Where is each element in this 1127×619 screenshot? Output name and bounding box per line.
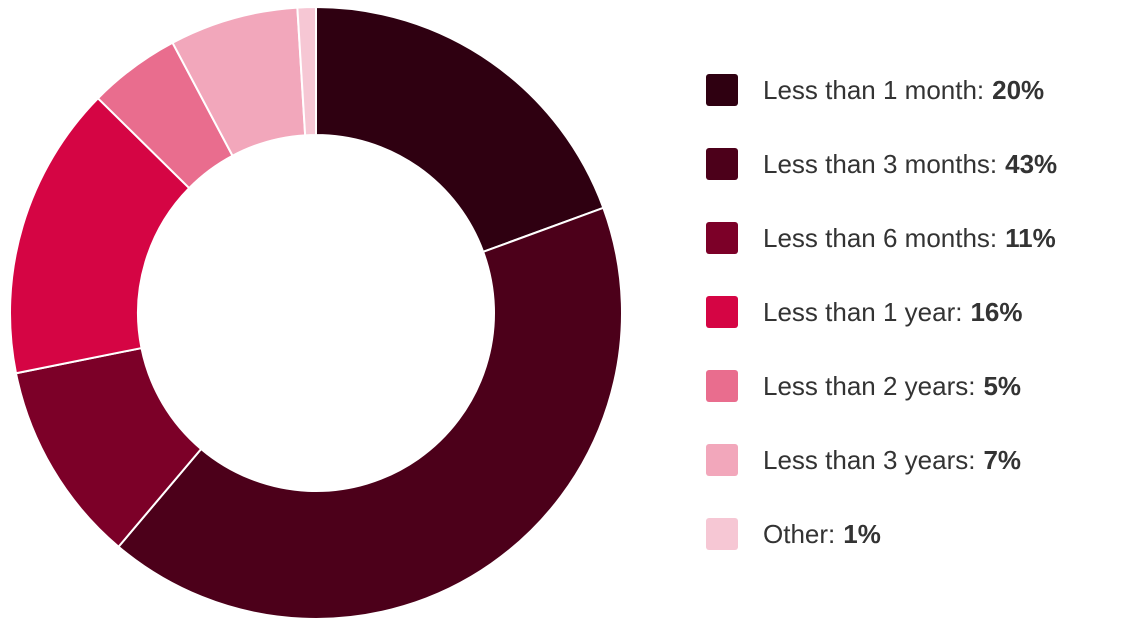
legend-label-less-than-3-months: Less than 3 months: [763,148,998,179]
legend-label-other: Other: [763,518,836,549]
legend-label-less-than-6-months: Less than 6 months: [763,222,998,253]
legend-label-less-than-3-years: Less than 3 years: [763,444,976,475]
legend-value-other: 1% [843,518,881,549]
legend-value-less-than-1-month: 20% [992,74,1045,105]
legend-item-less-than-3-years: Less than 3 years: 7% [706,442,1127,478]
legend-swatch-less-than-1-month [706,74,738,106]
legend-item-less-than-6-months: Less than 6 months: 11% [706,220,1127,256]
legend-value-less-than-1-year: 16% [970,296,1023,327]
legend-item-less-than-3-months: Less than 3 months: 43% [706,146,1127,182]
legend-swatch-less-than-6-months [706,222,738,254]
legend-item-less-than-2-years: Less than 2 years: 5% [706,368,1127,404]
legend-value-less-than-6-months: 11% [1005,222,1056,253]
legend-swatch-less-than-2-years [706,370,738,402]
legend-item-other: Other: 1% [706,516,1127,552]
donut-slice-less-than-1-year [9,96,191,375]
legend-swatch-less-than-3-years [706,444,738,476]
donut-slice-less-than-1-month [315,5,605,254]
legend-item-less-than-1-year: Less than 1 year: 16% [706,294,1127,330]
legend-swatch-less-than-1-year [706,296,738,328]
legend-value-less-than-3-years: 7% [983,444,1022,475]
legend-item-less-than-1-month: Less than 1 month: 20% [706,72,1127,108]
chart-legend: Less than 1 month: 20% Less than 3 month… [706,72,1127,590]
legend-swatch-less-than-3-months [706,148,738,180]
donut-slice-other [296,5,317,137]
legend-value-less-than-3-months: 43% [1005,148,1058,179]
donut-slice-less-than-3-months [117,206,623,619]
legend-value-less-than-2-years: 5% [983,370,1022,401]
donut-chart [9,5,623,619]
legend-label-less-than-1-month: Less than 1 month: [763,74,985,105]
legend-swatch-other [706,518,738,550]
legend-label-less-than-1-year: Less than 1 year: [763,296,963,327]
legend-label-less-than-2-years: Less than 2 years: [763,370,976,401]
